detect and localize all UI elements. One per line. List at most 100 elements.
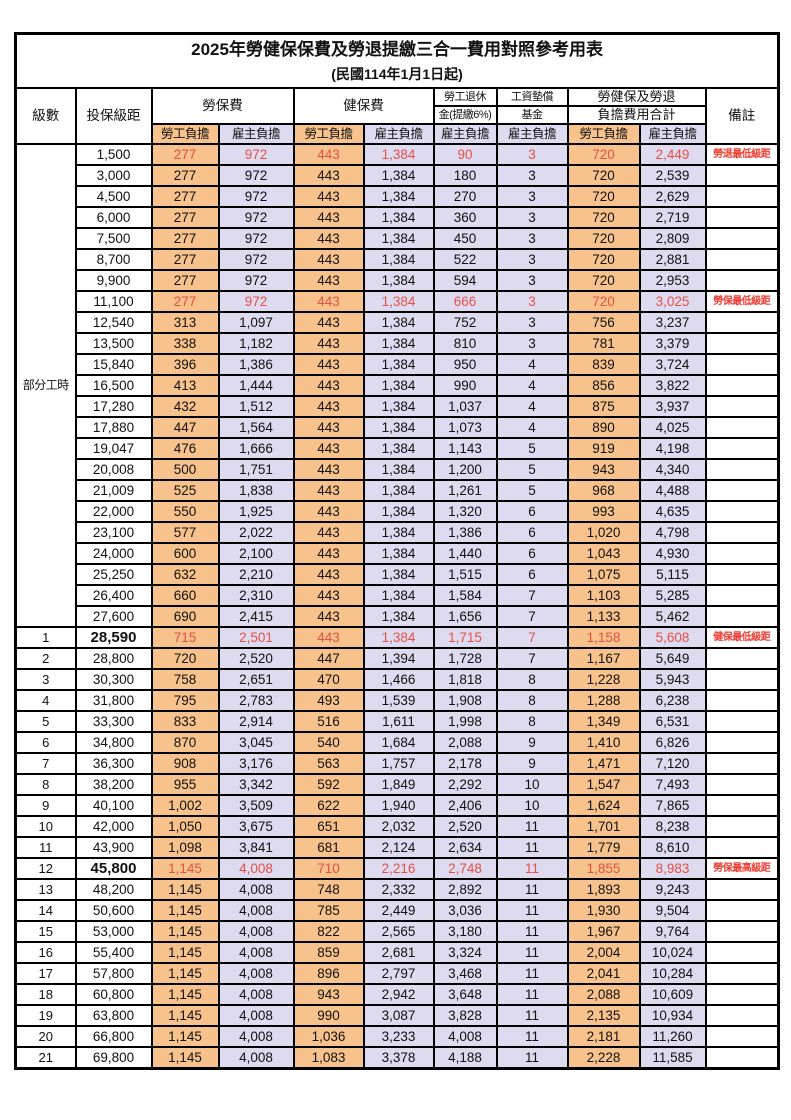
value-cell: 600	[150, 542, 220, 565]
remark-cell	[704, 584, 780, 607]
table-row: 4 31,800 795 2,783 493 1,539 1,908 8 1,288 6,238	[14, 689, 780, 712]
value-cell: 8	[495, 710, 569, 733]
value-cell: 10	[495, 773, 569, 796]
value-cell: 1,611	[362, 710, 435, 733]
value-cell: 563	[292, 752, 365, 775]
col-header-health-insurance: 健保費	[292, 87, 435, 125]
value-cell: 2,501	[217, 626, 295, 649]
value-cell: 7	[495, 584, 569, 607]
remark-cell	[704, 248, 780, 271]
value-cell: 972	[217, 269, 295, 292]
value-cell: 2,634	[432, 836, 498, 859]
value-cell: 1,145	[150, 1025, 220, 1048]
value-cell: 447	[150, 416, 220, 439]
table-row: 17,880 447 1,564 443 1,384 1,073 4 890 4,025	[16, 416, 780, 439]
col-header-wage-fund-line1: 工資墊償	[495, 87, 569, 107]
value-cell: 2,629	[638, 185, 707, 208]
value-cell: 3,342	[217, 773, 295, 796]
value-cell: 4	[495, 353, 569, 376]
value-cell: 1,384	[362, 311, 435, 334]
value-cell: 5	[495, 479, 569, 502]
value-cell: 11	[495, 941, 569, 964]
level-cell: 13	[14, 878, 77, 901]
value-cell: 4,198	[638, 437, 707, 460]
value-cell: 6,826	[638, 731, 707, 754]
value-cell: 919	[566, 437, 641, 460]
value-cell: 4,008	[217, 983, 295, 1006]
value-cell: 950	[432, 353, 498, 376]
table-row: 12 45,800 1,145 4,008 710 2,216 2,748 11 1,855 8,…	[14, 857, 780, 880]
title-row: 2025年勞健保保費及勞退提繳三合一費用對照參考用表 (民國114年1月1日起)	[14, 32, 780, 89]
table-row: 21,009 525 1,838 443 1,384 1,261 5 968 4,488	[16, 479, 780, 502]
value-cell: 1,097	[217, 311, 295, 334]
table-row: 8,700 277 972 443 1,384 522 3 720 2,881	[16, 248, 780, 271]
value-cell: 3,822	[638, 374, 707, 397]
table-row: 11,100 277 972 443 1,384 666 3 720 3,025 勞保最低級距	[16, 290, 780, 313]
value-cell: 4,025	[638, 416, 707, 439]
remark-cell	[704, 1025, 780, 1048]
value-cell: 8,610	[638, 836, 707, 859]
value-cell: 3,237	[638, 311, 707, 334]
value-cell: 622	[292, 794, 365, 817]
value-cell: 3,176	[217, 752, 295, 775]
value-cell: 2,178	[432, 752, 498, 775]
value-cell: 3	[495, 164, 569, 187]
value-cell: 1,624	[566, 794, 641, 817]
value-cell: 3,233	[362, 1025, 435, 1048]
value-cell: 1,384	[362, 143, 435, 166]
table-row: 9 40,100 1,002 3,509 622 1,940 2,406 10 1,624 7,8…	[14, 794, 780, 817]
bracket-cell: 8,700	[74, 248, 153, 271]
value-cell: 1,715	[432, 626, 498, 649]
table-row: 2 28,800 720 2,520 447 1,394 1,728 7 1,167 5,649	[14, 647, 780, 670]
value-cell: 522	[432, 248, 498, 271]
level-cell: 10	[14, 815, 77, 838]
part-time-group-label: 部分工時	[14, 143, 77, 628]
table-row: 部分工時 1,500 277 972 443 1,384 90 3 720 2,449 勞退最低級距	[14, 143, 780, 628]
value-cell: 443	[292, 605, 365, 628]
value-cell: 6	[495, 542, 569, 565]
remark-cell	[704, 878, 780, 901]
value-cell: 990	[432, 374, 498, 397]
value-cell: 1,384	[362, 374, 435, 397]
bracket-cell: 19,047	[74, 437, 153, 460]
level-cell: 16	[14, 941, 77, 964]
value-cell: 1,930	[566, 899, 641, 922]
remark-cell	[704, 458, 780, 481]
value-cell: 5,608	[638, 626, 707, 649]
value-cell: 1,384	[362, 626, 435, 649]
value-cell: 277	[150, 185, 220, 208]
value-cell: 1,036	[292, 1025, 365, 1048]
value-cell: 360	[432, 206, 498, 229]
value-cell: 972	[217, 227, 295, 250]
value-cell: 1,145	[150, 899, 220, 922]
value-cell: 810	[432, 332, 498, 355]
value-cell: 11	[495, 1004, 569, 1027]
value-cell: 1,200	[432, 458, 498, 481]
bracket-cell: 69,800	[74, 1046, 153, 1070]
table-row: 15,840 396 1,386 443 1,384 950 4 839 3,724	[16, 353, 780, 376]
value-cell: 748	[292, 878, 365, 901]
value-cell: 3	[495, 311, 569, 334]
value-cell: 2,332	[362, 878, 435, 901]
value-cell: 2,809	[638, 227, 707, 250]
value-cell: 3,045	[217, 731, 295, 754]
value-cell: 3,724	[638, 353, 707, 376]
value-cell: 1,684	[362, 731, 435, 754]
table-row: 3 30,300 758 2,651 470 1,466 1,818 8 1,228 5,943	[14, 668, 780, 691]
value-cell: 11,585	[638, 1046, 707, 1070]
value-cell: 1,512	[217, 395, 295, 418]
bracket-cell: 48,200	[74, 878, 153, 901]
value-cell: 277	[150, 269, 220, 292]
header-row-shares: 勞工負擔 雇主負擔 勞工負擔 雇主負擔 雇主負擔 雇主負擔 勞工負擔 雇主負擔	[16, 123, 779, 145]
value-cell: 2,748	[432, 857, 498, 880]
level-cell: 14	[14, 899, 77, 922]
page-title: 2025年勞健保保費及勞退提繳三合一費用對照參考用表	[191, 40, 603, 59]
value-cell: 493	[292, 689, 365, 712]
bracket-cell: 17,280	[74, 395, 153, 418]
value-cell: 1,384	[362, 206, 435, 229]
value-cell: 4,930	[638, 542, 707, 565]
remark-cell	[704, 206, 780, 229]
col-header-wage-fund-line2: 基金	[495, 105, 569, 125]
level-cell: 21	[14, 1046, 77, 1070]
